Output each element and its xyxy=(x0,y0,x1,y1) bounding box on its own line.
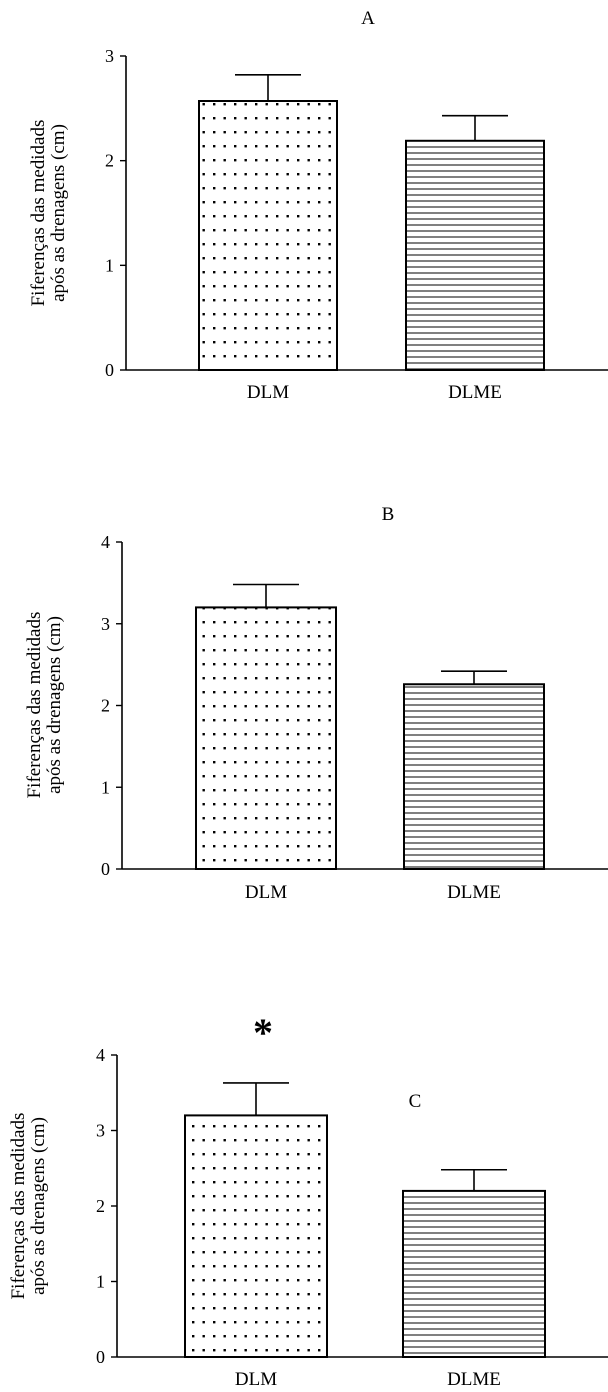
y-tick-label: 2 xyxy=(96,1196,105,1216)
bar-dlme xyxy=(405,139,545,371)
category-label: DLME xyxy=(448,382,502,403)
category-label: DLM xyxy=(247,382,289,403)
category-label: DLM xyxy=(245,882,287,903)
bar-dlme xyxy=(403,683,545,870)
y-axis-label: Fiferenças das medidads xyxy=(24,612,45,799)
y-axis-label: após as drenagens (cm) xyxy=(28,1117,49,1295)
y-axis-label: após as drenagens (cm) xyxy=(44,616,65,794)
y-tick-label: 0 xyxy=(101,859,110,879)
y-tick-label: 3 xyxy=(101,614,110,634)
significance-asterisk: * xyxy=(253,1010,273,1055)
panel-label: A xyxy=(361,8,375,29)
chart-panel-a: DLM DLME 0 1 2 3 A Fiferenças das medidads após … xyxy=(28,8,608,403)
panel-label: B xyxy=(382,504,395,525)
y-tick-label: 4 xyxy=(101,532,110,552)
y-tick-label: 0 xyxy=(96,1347,105,1367)
panel-label: C xyxy=(409,1091,422,1112)
y-tick-label: 1 xyxy=(96,1272,105,1292)
y-axis-label: Fiferenças das medidads xyxy=(8,1113,29,1300)
y-tick-label: 1 xyxy=(101,777,110,797)
y-tick-label: 2 xyxy=(101,696,110,716)
bar-dlm xyxy=(184,1114,328,1359)
y-axis-label: Fiferenças das medidads xyxy=(28,120,49,307)
bar-dlme xyxy=(402,1189,546,1359)
y-tick-label: 2 xyxy=(105,151,114,171)
chart-panel-c: DLM DLME 0 1 2 3 4 C Fiferenças das medidads após… xyxy=(8,1010,608,1390)
y-axis-label: após as drenagens (cm) xyxy=(48,124,69,302)
y-tick-label: 0 xyxy=(105,360,114,380)
bar-dlm xyxy=(195,606,337,871)
category-label: DLME xyxy=(447,882,501,903)
y-tick-label: 3 xyxy=(96,1121,105,1141)
y-tick-label: 4 xyxy=(96,1045,105,1065)
y-tick-label: 3 xyxy=(105,46,114,66)
bar-dlm xyxy=(198,100,338,372)
y-tick-label: 1 xyxy=(105,255,114,275)
category-label: DLME xyxy=(447,1369,501,1390)
chart-panel-b: DLM DLME 0 1 2 3 4 B Fiferenças das medidads após… xyxy=(24,504,608,903)
category-label: DLM xyxy=(235,1369,277,1390)
